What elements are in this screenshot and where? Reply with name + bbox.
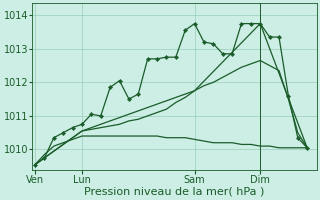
X-axis label: Pression niveau de la mer( hPa ): Pression niveau de la mer( hPa ) — [84, 187, 265, 197]
